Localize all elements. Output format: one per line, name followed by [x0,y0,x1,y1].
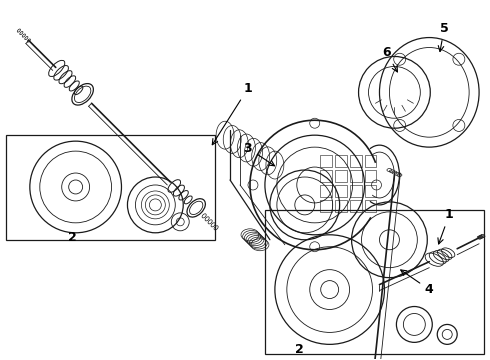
Bar [319,155,332,167]
Bar [365,170,376,182]
Text: 1: 1 [438,208,454,244]
Text: 2: 2 [295,343,304,356]
Text: 3: 3 [244,141,274,166]
Text: 5: 5 [438,22,449,51]
Bar [319,200,332,212]
Bar [349,170,362,182]
Bar [335,170,346,182]
Bar [335,185,346,197]
Bar [335,155,346,167]
Text: 1: 1 [212,82,252,145]
Bar [365,185,376,197]
Bar [349,185,362,197]
Bar [335,200,346,212]
Bar [319,185,332,197]
Bar [319,170,332,182]
Text: 4: 4 [401,270,434,296]
Text: 6: 6 [382,46,397,72]
Bar [349,200,362,212]
Text: 2: 2 [68,231,77,244]
Bar [365,200,376,212]
Bar [365,155,376,167]
Bar [349,155,362,167]
